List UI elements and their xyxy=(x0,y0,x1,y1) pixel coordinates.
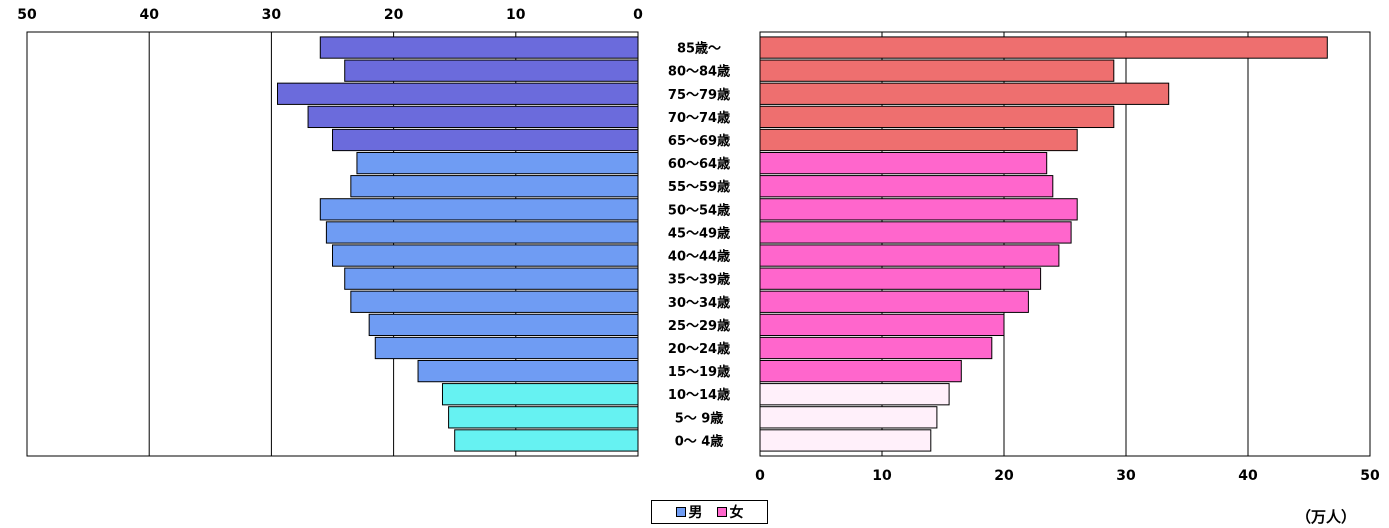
bar-male xyxy=(277,82,639,105)
age-category-label: 50～54歳 xyxy=(668,202,730,218)
right-axis-tick-label: 40 xyxy=(1238,468,1258,484)
right-axis-tick-label: 10 xyxy=(872,468,892,484)
age-category-label: 35～39歳 xyxy=(668,272,730,288)
bar-male xyxy=(374,336,639,360)
population-pyramid-chart: 50 40 30 20 10 0 0 10 20 30 40 50 85歳～ 80～84歳 75～79歳 70… xyxy=(17,7,1380,484)
right-axis-tick-label: 20 xyxy=(994,468,1014,484)
bar-female xyxy=(759,221,1072,244)
right-axis-tick-label: 0 xyxy=(755,468,765,484)
legend-label-male: 男 xyxy=(688,505,703,521)
bar-male xyxy=(368,313,639,337)
age-category-label: 10～14歳 xyxy=(668,387,730,403)
legend-swatch-female xyxy=(716,507,727,517)
bar-female xyxy=(759,267,1042,290)
legend-label-female: 女 xyxy=(729,505,744,521)
bar-male xyxy=(344,59,639,82)
bar-male xyxy=(332,244,639,267)
bar-male xyxy=(332,128,639,152)
left-axis-tick-label: 10 xyxy=(506,7,526,23)
bar-male xyxy=(356,151,639,175)
left-axis-tick-label: 20 xyxy=(384,7,404,23)
chart-legend: 男 女 xyxy=(651,500,768,524)
age-category-label: 85歳～ xyxy=(677,41,721,57)
unit-label: （万人） xyxy=(1296,508,1357,526)
bar-male xyxy=(307,105,639,129)
age-category-label: 20～24歳 xyxy=(668,341,730,357)
bar-female xyxy=(759,36,1328,59)
legend-swatch-male xyxy=(675,507,686,517)
bar-female xyxy=(759,59,1115,82)
bar-male xyxy=(319,198,639,221)
bar-female xyxy=(759,290,1029,313)
age-category-label: 15～19歳 xyxy=(668,364,730,380)
age-category-label: 60～64歳 xyxy=(668,156,730,172)
bar-female xyxy=(759,313,1005,337)
left-plot-area xyxy=(26,31,639,457)
age-category-label: 55～59歳 xyxy=(668,179,730,195)
age-category-label: 25～29歳 xyxy=(668,318,730,334)
left-axis-tick-label: 30 xyxy=(262,7,282,23)
bar-female xyxy=(759,244,1060,267)
bar-male xyxy=(448,406,639,429)
age-category-label: 65～69歳 xyxy=(668,133,730,149)
left-axis-tick-label: 50 xyxy=(17,7,37,23)
bar-female xyxy=(759,336,993,360)
bar-female xyxy=(759,359,962,383)
age-category-label: 45～49歳 xyxy=(668,225,730,241)
bar-male xyxy=(344,267,639,290)
bar-female xyxy=(759,406,938,429)
bar-female xyxy=(759,128,1078,152)
legend-item-female: 女 xyxy=(716,502,744,522)
age-category-label: 5～ 9歳 xyxy=(675,410,724,426)
right-axis-tick-label: 50 xyxy=(1360,468,1380,484)
bar-male xyxy=(350,290,639,313)
right-plot-area xyxy=(759,31,1371,457)
bar-male xyxy=(454,429,639,452)
age-category-label: 40～44歳 xyxy=(668,249,730,265)
age-category-label: 70～74歳 xyxy=(668,110,730,126)
right-axis-tick-label: 30 xyxy=(1116,468,1136,484)
bar-female xyxy=(759,82,1170,105)
bar-female xyxy=(759,383,950,406)
age-category-label: 75～79歳 xyxy=(668,87,730,103)
left-axis-tick-label: 40 xyxy=(139,7,159,23)
bar-female xyxy=(759,151,1048,175)
bar-female xyxy=(759,105,1115,129)
bar-female xyxy=(759,175,1054,198)
bar-male xyxy=(417,359,639,383)
left-axis-tick-label: 0 xyxy=(633,7,643,23)
bar-male xyxy=(441,383,639,406)
bar-male xyxy=(350,175,639,198)
bar-female xyxy=(759,429,932,452)
legend-item-male: 男 xyxy=(675,502,703,522)
age-category-label: 0～ 4歳 xyxy=(675,433,724,449)
age-category-label: 80～84歳 xyxy=(668,64,730,80)
age-category-label: 30～34歳 xyxy=(668,295,730,311)
bar-male xyxy=(319,36,639,59)
bar-male xyxy=(325,221,639,244)
bar-female xyxy=(759,198,1078,221)
